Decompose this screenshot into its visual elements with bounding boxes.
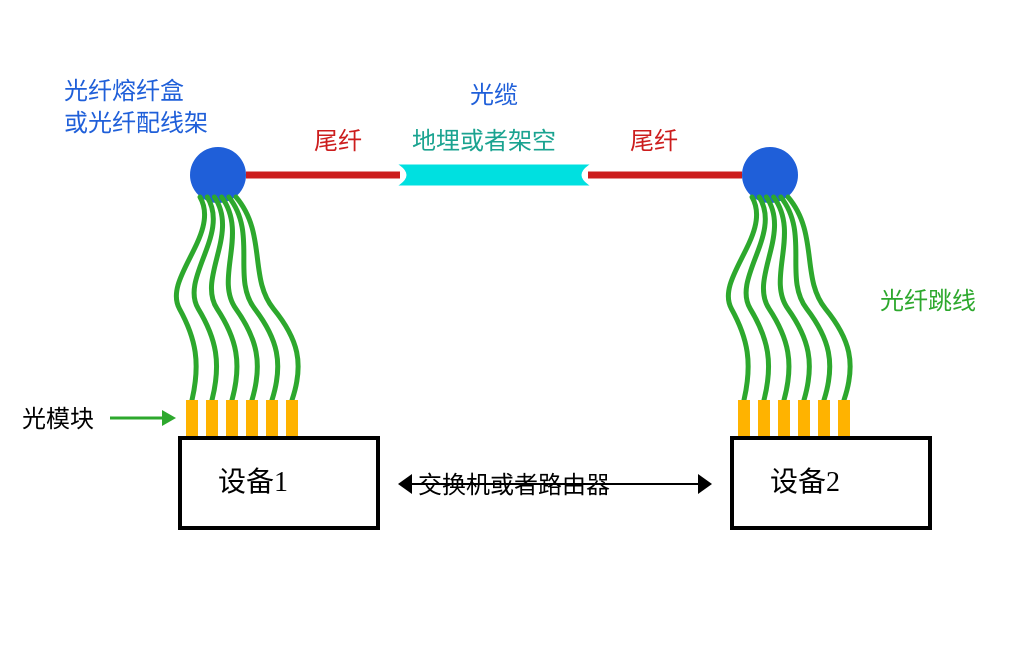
splice-box-label: 光纤熔纤盒 或光纤配线架 [64, 76, 208, 141]
splice-node-left [190, 147, 246, 203]
splice-box-label-line2: 或光纤配线架 [64, 111, 208, 137]
arrow-right-head-icon [698, 474, 712, 494]
fiber-patch-line [236, 197, 298, 400]
optical-module-slot [186, 400, 198, 438]
pigtail-right-label: 尾纤 [630, 126, 678, 158]
patch-cord-label: 光纤跳线 [880, 286, 976, 318]
optical-module-slot [838, 400, 850, 438]
splice-node-right [742, 147, 798, 203]
device2-label: 设备2 [770, 464, 840, 502]
optical-module-slot [246, 400, 258, 438]
optical-module-label: 光模块 [22, 404, 94, 436]
optical-module-slot [798, 400, 810, 438]
splice-box-label-line1: 光纤熔纤盒 [64, 79, 184, 105]
optical-module-arrow-head-icon [162, 410, 176, 426]
optical-module-slot [818, 400, 830, 438]
optical-module-slot [758, 400, 770, 438]
device1-label: 设备1 [218, 464, 288, 502]
cable-title: 光缆 [470, 80, 518, 112]
pigtail-left-label: 尾纤 [314, 126, 362, 158]
optical-module-slot [206, 400, 218, 438]
cable-ribbon [400, 165, 588, 185]
fiber-patch-line [176, 197, 204, 400]
optical-module-slot [286, 400, 298, 438]
cable-subtitle: 地埋或者架空 [412, 126, 556, 158]
switch-router-label: 交换机或者路由器 [418, 470, 610, 502]
arrow-left-head-icon [398, 474, 412, 494]
fiber-patch-line [728, 197, 756, 400]
optical-module-slot [738, 400, 750, 438]
optical-module-slot [778, 400, 790, 438]
fiber-patch-line [788, 197, 850, 400]
optical-module-slot [226, 400, 238, 438]
optical-module-slot [266, 400, 278, 438]
